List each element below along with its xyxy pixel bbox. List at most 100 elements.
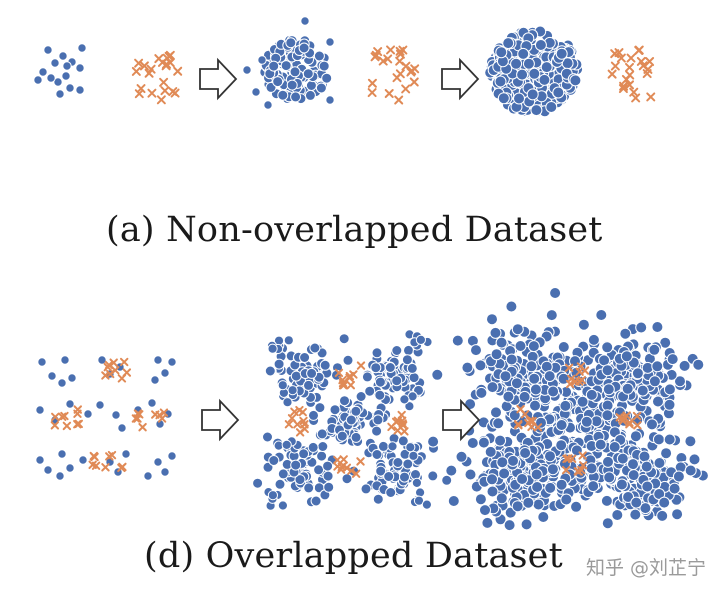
blue-dot-icon: [160, 368, 170, 378]
blue-dot-icon: [317, 441, 329, 452]
orange-cross-icon: [139, 61, 149, 71]
orange-cross-icon: [384, 89, 394, 99]
orange-cross-icon: [409, 77, 419, 87]
blue-dot-icon: [391, 345, 403, 356]
blue-dot-icon: [602, 383, 615, 396]
orange-cross-icon: [395, 46, 405, 56]
blue-dot-icon: [678, 359, 691, 372]
blue-dot-icon: [594, 438, 607, 451]
orange-cross-icon: [514, 421, 523, 430]
blue-dot-icon: [46, 73, 56, 83]
orange-cross-icon: [625, 420, 634, 429]
row-a-non-overlapped: [33, 16, 656, 118]
blue-dot-icon: [502, 37, 515, 50]
blue-dot-icon: [538, 73, 551, 86]
blue-dot-icon: [411, 477, 422, 488]
orange-cross-icon: [392, 73, 402, 83]
blue-dot-icon: [502, 390, 515, 403]
blue-dot-icon: [111, 410, 121, 420]
blue-dot-icon: [341, 473, 353, 485]
blue-dot-icon: [318, 60, 330, 72]
blue-dot-icon: [470, 344, 482, 357]
blue-dot-icon: [616, 452, 629, 465]
blue-dot-icon: [75, 63, 85, 73]
blue-dot-icon: [544, 481, 557, 494]
blue-dot-icon: [531, 481, 544, 493]
orange-cross-icon: [88, 460, 97, 470]
blue-dot-icon: [372, 493, 384, 505]
blue-dot-icon: [499, 370, 512, 383]
blue-dot-icon: [267, 490, 278, 501]
orange-cross-icon: [90, 452, 99, 462]
blue-dot-icon: [474, 359, 487, 372]
blue-dot-icon: [97, 355, 107, 365]
blue-dot-icon: [408, 450, 419, 461]
blue-dot-icon: [601, 517, 614, 530]
blue-dot-icon: [674, 375, 686, 388]
blue-dot-icon: [663, 383, 676, 396]
orange-cross-icon: [607, 69, 617, 79]
blue-dot-icon: [520, 518, 533, 531]
blue-dot-icon: [43, 45, 53, 55]
blue-dot-icon: [47, 371, 57, 381]
blue-dot-icon: [557, 341, 570, 353]
blue-dot-icon: [615, 478, 628, 491]
blue-dot-icon: [61, 71, 71, 81]
blue-dot-icon: [383, 471, 395, 482]
blue-dot-icon: [58, 51, 68, 61]
orange-cross-icon: [567, 454, 577, 463]
orange-cross-icon: [533, 423, 543, 432]
orange-cross-icon: [373, 47, 383, 57]
orange-cross-icon: [565, 379, 575, 389]
blue-dot-icon: [537, 511, 550, 523]
blue-dot-icon: [33, 75, 43, 85]
blue-dot-icon: [497, 92, 510, 105]
blue-dot-icon: [309, 342, 321, 354]
blue-dot-icon: [532, 498, 545, 511]
blue-dot-icon: [629, 430, 642, 443]
blue-dot-icon: [601, 364, 614, 377]
blue-dot-icon: [451, 334, 464, 347]
blue-dot-icon: [77, 43, 87, 53]
blue-dot-icon: [315, 82, 327, 94]
orange-cross-icon: [136, 84, 146, 94]
orange-cross-icon: [401, 84, 411, 94]
blue-dot-icon: [431, 368, 444, 381]
blue-dot-icon: [656, 509, 669, 522]
blue-dot-icon: [370, 362, 382, 374]
orange-cross-icon: [610, 61, 620, 71]
orange-cross-icon: [117, 463, 126, 473]
blue-dot-icon: [529, 399, 541, 412]
blue-dot-icon: [516, 68, 529, 81]
blue-dot-icon: [486, 473, 498, 486]
blue-dot-icon: [287, 385, 298, 396]
orange-cross-icon: [146, 64, 156, 74]
blue-dot-icon: [525, 360, 538, 373]
blue-dot-icon: [342, 354, 354, 366]
blue-dot-icon: [534, 39, 547, 51]
blue-dot-icon: [490, 406, 502, 419]
blue-dot-icon: [555, 47, 568, 60]
blue-dot-icon: [671, 508, 684, 521]
blue-dot-icon: [611, 509, 624, 521]
blue-dot-icon: [285, 37, 297, 49]
blue-dot-icon: [323, 481, 335, 493]
blue-dot-icon: [272, 76, 284, 88]
blue-dot-icon: [35, 455, 45, 465]
blue-dot-icon: [646, 418, 658, 431]
blue-dot-icon: [290, 91, 302, 103]
blue-dot-icon: [264, 365, 276, 377]
orange-cross-icon: [160, 86, 170, 96]
blue-dot-icon: [552, 86, 565, 99]
blue-dot-icon: [371, 347, 383, 359]
blue-dot-icon: [298, 42, 310, 54]
orange-cross-icon: [138, 422, 147, 432]
orange-cross-icon: [386, 45, 396, 55]
orange-cross-icon: [356, 457, 365, 466]
blue-dot-icon: [600, 494, 613, 507]
blue-dot-icon: [53, 77, 63, 87]
blue-dot-icon: [496, 456, 509, 469]
right-arrow-icon: [199, 57, 238, 101]
blue-dot-icon: [329, 404, 341, 416]
orange-cross-icon: [131, 66, 141, 76]
